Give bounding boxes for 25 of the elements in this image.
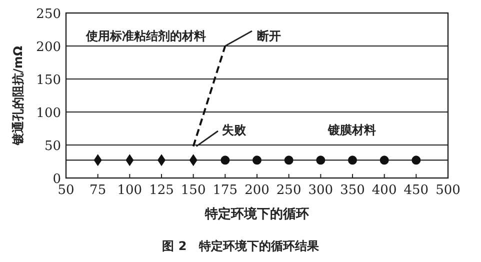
annotation: 断开 xyxy=(257,29,281,43)
x-tick-label: 300 xyxy=(308,183,334,198)
x-tick-label: 50 xyxy=(58,183,74,198)
y-tick-label: 50 xyxy=(44,139,61,154)
x-tick-label: 75 xyxy=(90,183,106,198)
annotation: 使用标准粘结剂的材料 xyxy=(85,29,206,43)
x-tick-label: 100 xyxy=(117,183,142,198)
x-tick-label: 125 xyxy=(149,183,174,198)
y-tick-label: 100 xyxy=(36,106,61,121)
x-tick-label: 400 xyxy=(372,183,397,198)
x-axis-title: 特定环境下的循环 xyxy=(204,206,309,222)
x-tick-label: 450 xyxy=(404,183,429,198)
x-tick-label: 500 xyxy=(436,183,460,198)
y-tick-label: 250 xyxy=(36,7,61,22)
y-tick-label: 150 xyxy=(36,73,61,88)
y-tick-label: 200 xyxy=(36,40,61,55)
x-tick-label: 250 xyxy=(276,183,302,198)
x-tick-label: 350 xyxy=(340,183,365,198)
caption: 图 2 特定环境下的循环结果 xyxy=(162,239,320,253)
annotation: 镀膜材料 xyxy=(327,123,376,137)
x-tick-label: 200 xyxy=(244,183,270,198)
annotation: 失败 xyxy=(222,123,247,137)
y-axis-title: 镀通孔的阻抗/mΩ xyxy=(11,46,25,146)
x-tick-label: 175 xyxy=(212,183,238,198)
x-tick-label: 150 xyxy=(180,183,206,198)
